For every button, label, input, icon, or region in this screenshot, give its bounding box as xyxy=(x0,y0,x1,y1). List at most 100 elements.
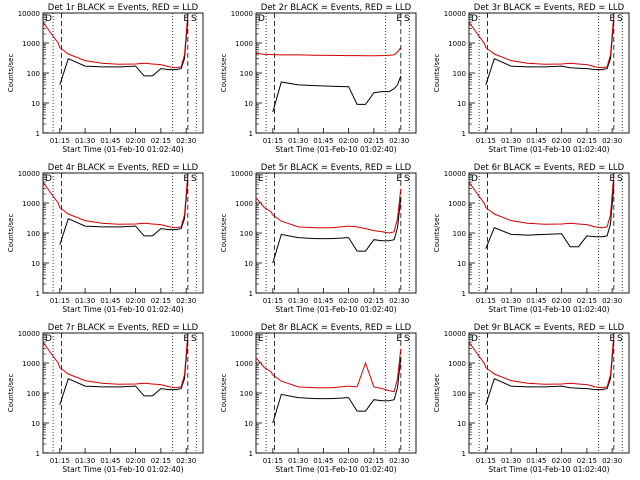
corner-label-mid: E xyxy=(396,334,402,344)
x-tick-label: 02:00 xyxy=(339,137,359,145)
x-tick-label: 02:00 xyxy=(126,297,146,305)
plot-frame xyxy=(42,172,204,294)
plot-frame xyxy=(468,332,630,454)
corner-label-mid: E xyxy=(183,334,189,344)
events-line xyxy=(485,339,615,406)
corner-label-right: S xyxy=(191,334,197,344)
plot-frame xyxy=(255,12,417,134)
x-tick-label: 02:30 xyxy=(176,137,196,145)
corner-label-right: S xyxy=(404,334,410,344)
panel-title: Det 5r BLACK = Events, RED = LLD xyxy=(261,163,412,173)
x-tick-label: 01:30 xyxy=(501,297,521,305)
y-tick-label: 10 xyxy=(244,260,253,268)
x-tick-label: 02:00 xyxy=(552,137,572,145)
x-axis-label: Start Time (01-Feb-10 01:02:40) xyxy=(275,145,396,154)
x-axis-label: Start Time (01-Feb-10 01:02:40) xyxy=(488,145,609,154)
events-line xyxy=(59,19,189,86)
x-tick-label: 01:45 xyxy=(313,137,333,145)
y-tick-label: 1000 xyxy=(448,40,466,48)
y-tick-label: 1000 xyxy=(235,200,253,208)
x-tick-label: 01:30 xyxy=(75,137,95,145)
panel-title: Det 6r BLACK = Events, RED = LLD xyxy=(474,163,625,173)
lld-line xyxy=(255,348,402,393)
x-tick-label: 02:15 xyxy=(364,457,384,465)
y-tick-label: 1000 xyxy=(448,360,466,368)
x-tick-label: 01:15 xyxy=(263,297,283,305)
panel-5: Det 5r BLACK = Events, RED = LLD 1 10 100 10… xyxy=(220,163,417,314)
x-tick-label: 02:30 xyxy=(176,297,196,305)
x-tick-label: 02:15 xyxy=(577,137,597,145)
x-tick-label: 02:30 xyxy=(389,297,409,305)
panel-title: Det 1r BLACK = Events, RED = LLD xyxy=(48,3,199,13)
y-tick-label: 1000 xyxy=(448,200,466,208)
corner-label-mid: E xyxy=(609,174,615,184)
panel-title: Det 9r BLACK = Events, RED = LLD xyxy=(474,323,625,333)
x-axis-label: Start Time (01-Feb-10 01:02:40) xyxy=(62,465,183,474)
y-tick-label: 100 xyxy=(453,390,466,398)
plot-frame xyxy=(42,332,204,454)
corner-label-right: S xyxy=(191,174,197,184)
x-tick-label: 02:00 xyxy=(552,297,572,305)
lld-line xyxy=(255,47,402,57)
y-tick-label: 1000 xyxy=(22,200,40,208)
y-tick-label: 10000 xyxy=(18,10,40,18)
y-tick-label: 10000 xyxy=(231,10,253,18)
plot-frame xyxy=(468,172,630,294)
corner-label-mid: E xyxy=(396,174,402,184)
y-tick-label: 1 xyxy=(249,290,253,298)
y-axis-label: Counts/sec xyxy=(433,374,441,413)
x-axis-label: Start Time (01-Feb-10 01:02:40) xyxy=(62,305,183,314)
x-tick-label: 02:15 xyxy=(151,297,171,305)
y-tick-label: 100 xyxy=(240,390,253,398)
y-axis-label: Counts/sec xyxy=(7,374,15,413)
corner-label-mid: E xyxy=(609,14,615,24)
x-tick-label: 01:45 xyxy=(313,297,333,305)
y-tick-label: 1000 xyxy=(22,360,40,368)
x-axis-label: Start Time (01-Feb-10 01:02:40) xyxy=(275,305,396,314)
panel-1: Det 1r BLACK = Events, RED = LLD 1 10 100 10… xyxy=(7,3,204,154)
panel-title: Det 4r BLACK = Events, RED = LLD xyxy=(48,163,199,173)
y-tick-label: 100 xyxy=(453,230,466,238)
y-tick-label: 10000 xyxy=(444,10,466,18)
events-line xyxy=(485,184,615,249)
x-tick-label: 01:30 xyxy=(288,137,308,145)
x-tick-label: 01:30 xyxy=(75,297,95,305)
panel-9: Det 9r BLACK = Events, RED = LLD 1 10 100 10… xyxy=(433,323,630,474)
plot-frame xyxy=(468,12,630,134)
y-tick-label: 1 xyxy=(249,450,253,458)
x-tick-label: 01:15 xyxy=(263,137,283,145)
corner-label-right: S xyxy=(617,174,623,184)
x-tick-label: 02:30 xyxy=(602,457,622,465)
x-tick-label: 02:15 xyxy=(151,137,171,145)
x-tick-label: 01:15 xyxy=(476,297,496,305)
corner-label-right: S xyxy=(191,14,197,24)
y-tick-label: 1000 xyxy=(235,40,253,48)
x-axis-label: Start Time (01-Feb-10 01:02:40) xyxy=(62,145,183,154)
events-line xyxy=(59,339,189,406)
x-tick-label: 02:00 xyxy=(126,137,146,145)
corner-label-left: E xyxy=(258,334,264,344)
lld-line xyxy=(468,14,615,69)
x-tick-label: 01:15 xyxy=(50,457,70,465)
corner-label-left: D xyxy=(471,174,478,184)
y-tick-label: 1 xyxy=(249,130,253,138)
x-tick-label: 02:00 xyxy=(339,297,359,305)
x-tick-label: 01:45 xyxy=(100,137,120,145)
panel-title: Det 8r BLACK = Events, RED = LLD xyxy=(261,323,412,333)
y-tick-label: 100 xyxy=(453,70,466,78)
y-tick-label: 100 xyxy=(27,390,40,398)
y-tick-label: 1 xyxy=(462,130,466,138)
x-tick-label: 01:15 xyxy=(263,457,283,465)
x-tick-label: 02:15 xyxy=(364,297,384,305)
y-tick-label: 10000 xyxy=(231,170,253,178)
x-tick-label: 01:45 xyxy=(526,137,546,145)
plot-frame xyxy=(255,172,417,294)
lld-line xyxy=(42,14,189,69)
y-tick-label: 10 xyxy=(31,100,40,108)
events-line xyxy=(272,197,402,264)
y-tick-label: 100 xyxy=(240,70,253,78)
events-line xyxy=(59,179,189,246)
events-line xyxy=(272,75,402,113)
panel-8: Det 8r BLACK = Events, RED = LLD 1 10 100 10… xyxy=(220,323,417,474)
